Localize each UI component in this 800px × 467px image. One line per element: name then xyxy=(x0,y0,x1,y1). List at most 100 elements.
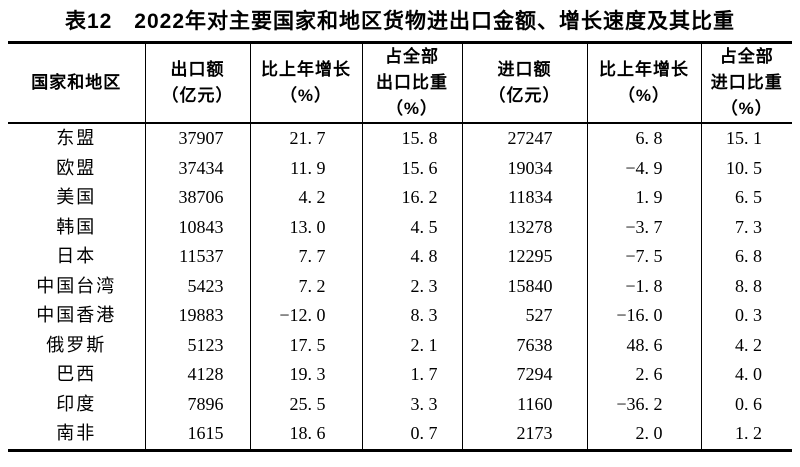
column-header-line: 出口比重 xyxy=(376,73,448,92)
header-row: 国家和地区 出口额 （亿元） 比上年增长 （%） 占全部 出口比重 （%） 进口额 （亿元） 比上年… xyxy=(8,42,792,124)
table-header: 国家和地区 出口额 （亿元） 比上年增长 （%） 占全部 出口比重 （%） 进口额 （亿元） 比上年… xyxy=(8,42,792,124)
column-header-line: 比上年增长 xyxy=(261,60,351,79)
import-share-cell: 7. 3 xyxy=(700,212,792,242)
column-header-line: 出口额 xyxy=(170,60,225,79)
table-row: 日本 11537 7. 7 4. 8 12295 −7. 5 6. 8 xyxy=(8,242,792,272)
import-growth-cell: −7. 5 xyxy=(586,242,701,272)
import-growth-cell: 2. 6 xyxy=(586,360,701,390)
export-growth-cell: 13. 0 xyxy=(249,212,362,242)
import-share-cell: 6. 8 xyxy=(700,242,792,272)
export-share-cell: 16. 2 xyxy=(361,183,462,213)
export-share-cell: 1. 7 xyxy=(361,360,462,390)
import-share-cell: 15. 1 xyxy=(700,123,792,154)
column-header-line: （%） xyxy=(720,99,773,118)
column-header-line: （亿元） xyxy=(161,86,234,105)
export-growth-cell: 7. 7 xyxy=(249,242,362,272)
table-title: 表12 2022年对主要国家和地区货物进出口金额、增长速度及其比重 xyxy=(64,10,736,33)
table-row: 欧盟 37434 11. 9 15. 6 19034 −4. 9 10. 5 xyxy=(8,153,792,183)
export-share-cell: 15. 6 xyxy=(361,153,462,183)
column-header-region: 国家和地区 xyxy=(8,42,145,124)
import-growth-cell: −1. 8 xyxy=(586,271,701,301)
export-growth-cell: 21. 7 xyxy=(249,123,362,154)
import-growth-cell: 6. 8 xyxy=(586,123,701,154)
table-row: 东盟 37907 21. 7 15. 8 27247 6. 8 15. 1 xyxy=(8,123,792,154)
import-share-cell: 6. 5 xyxy=(700,183,792,213)
region-cell: 中国香港 xyxy=(36,305,117,325)
region-cell: 俄罗斯 xyxy=(46,334,107,355)
import-share-cell: 0. 6 xyxy=(700,389,792,419)
column-header-label: 国家和地区 xyxy=(8,70,145,96)
import-value-cell: 19034 xyxy=(461,153,587,183)
import-share-cell: 1. 2 xyxy=(700,419,792,450)
import-value-cell: 27247 xyxy=(461,123,587,154)
export-growth-cell: 7. 2 xyxy=(249,271,362,301)
export-share-cell: 2. 1 xyxy=(361,330,462,360)
column-header-label: 出口额 （亿元） xyxy=(146,57,250,109)
import-share-cell: 10. 5 xyxy=(700,153,792,183)
table-row: 南非 1615 18. 6 0. 7 2173 2. 0 1. 2 xyxy=(8,419,792,450)
region-cell: 巴西 xyxy=(56,364,97,384)
import-value-cell: 1160 xyxy=(461,389,587,419)
column-header-label: 比上年增长 （%） xyxy=(251,57,362,109)
import-share-cell: 8. 8 xyxy=(700,271,792,301)
export-share-cell: 2. 3 xyxy=(361,271,462,301)
trade-table: 国家和地区 出口额 （亿元） 比上年增长 （%） 占全部 出口比重 （%） 进口额 （亿元） 比上年… xyxy=(8,41,792,452)
column-header-line: 占全部 xyxy=(719,47,774,66)
import-growth-cell: 1. 9 xyxy=(586,183,701,213)
region-cell: 日本 xyxy=(56,246,97,266)
export-value-cell: 37434 xyxy=(144,153,250,183)
export-growth-cell: −12. 0 xyxy=(249,301,362,331)
export-growth-cell: 19. 3 xyxy=(249,360,362,390)
region-cell: 美国 xyxy=(56,187,97,207)
column-header-line: 进口比重 xyxy=(710,73,783,92)
region-cell: 欧盟 xyxy=(56,157,97,178)
column-header-line: 比上年增长 xyxy=(599,60,689,79)
table-row: 印度 7896 25. 5 3. 3 1160 −36. 2 0. 6 xyxy=(8,389,792,419)
export-value-cell: 10843 xyxy=(144,212,250,242)
import-growth-cell: 2. 0 xyxy=(586,419,701,450)
column-header-line: （亿元） xyxy=(488,86,561,105)
import-value-cell: 11834 xyxy=(461,183,587,213)
export-share-cell: 4. 5 xyxy=(361,212,462,242)
import-value-cell: 7638 xyxy=(461,330,587,360)
column-header-export-value: 出口额 （亿元） xyxy=(144,42,250,124)
import-share-cell: 4. 2 xyxy=(700,330,792,360)
region-cell: 东盟 xyxy=(56,128,97,148)
region-cell: 韩国 xyxy=(56,216,97,237)
table-row: 美国 38706 4. 2 16. 2 11834 1. 9 6. 5 xyxy=(8,183,792,213)
import-growth-cell: −16. 0 xyxy=(586,301,701,331)
column-header-line: （%） xyxy=(385,99,439,118)
import-value-cell: 12295 xyxy=(461,242,587,272)
column-header-label: 比上年增长 （%） xyxy=(588,57,701,109)
import-growth-cell: −4. 9 xyxy=(586,153,701,183)
import-share-cell: 4. 0 xyxy=(700,360,792,390)
export-value-cell: 38706 xyxy=(144,183,250,213)
export-value-cell: 4128 xyxy=(144,360,250,390)
import-value-cell: 15840 xyxy=(461,271,587,301)
column-header-import-growth: 比上年增长 （%） xyxy=(586,42,701,124)
table-body: 东盟 37907 21. 7 15. 8 27247 6. 8 15. 1 欧盟 37434 11… xyxy=(8,123,792,450)
export-value-cell: 19883 xyxy=(144,301,250,331)
export-growth-cell: 18. 6 xyxy=(249,419,362,450)
export-share-cell: 0. 7 xyxy=(361,419,462,450)
export-share-cell: 8. 3 xyxy=(361,301,462,331)
table-row: 中国台湾 5423 7. 2 2. 3 15840 −1. 8 8. 8 xyxy=(8,271,792,301)
import-value-cell: 2173 xyxy=(461,419,587,450)
column-header-import-value: 进口额 （亿元） xyxy=(461,42,587,124)
import-growth-cell: 48. 6 xyxy=(586,330,701,360)
column-header-export-growth: 比上年增长 （%） xyxy=(249,42,362,124)
column-header-label: 占全部 出口比重 （%） xyxy=(363,44,462,122)
import-growth-cell: −36. 2 xyxy=(586,389,701,419)
import-share-cell: 0. 3 xyxy=(700,301,792,331)
export-value-cell: 7896 xyxy=(144,389,250,419)
column-header-line: 国家和地区 xyxy=(31,73,122,92)
import-value-cell: 13278 xyxy=(461,212,587,242)
export-growth-cell: 4. 2 xyxy=(249,183,362,213)
table-row: 韩国 10843 13. 0 4. 5 13278 −3. 7 7. 3 xyxy=(8,212,792,242)
export-value-cell: 5123 xyxy=(144,330,250,360)
import-growth-cell: −3. 7 xyxy=(586,212,701,242)
column-header-line: 进口额 xyxy=(497,60,552,79)
export-growth-cell: 11. 9 xyxy=(249,153,362,183)
region-cell: 印度 xyxy=(56,393,97,414)
